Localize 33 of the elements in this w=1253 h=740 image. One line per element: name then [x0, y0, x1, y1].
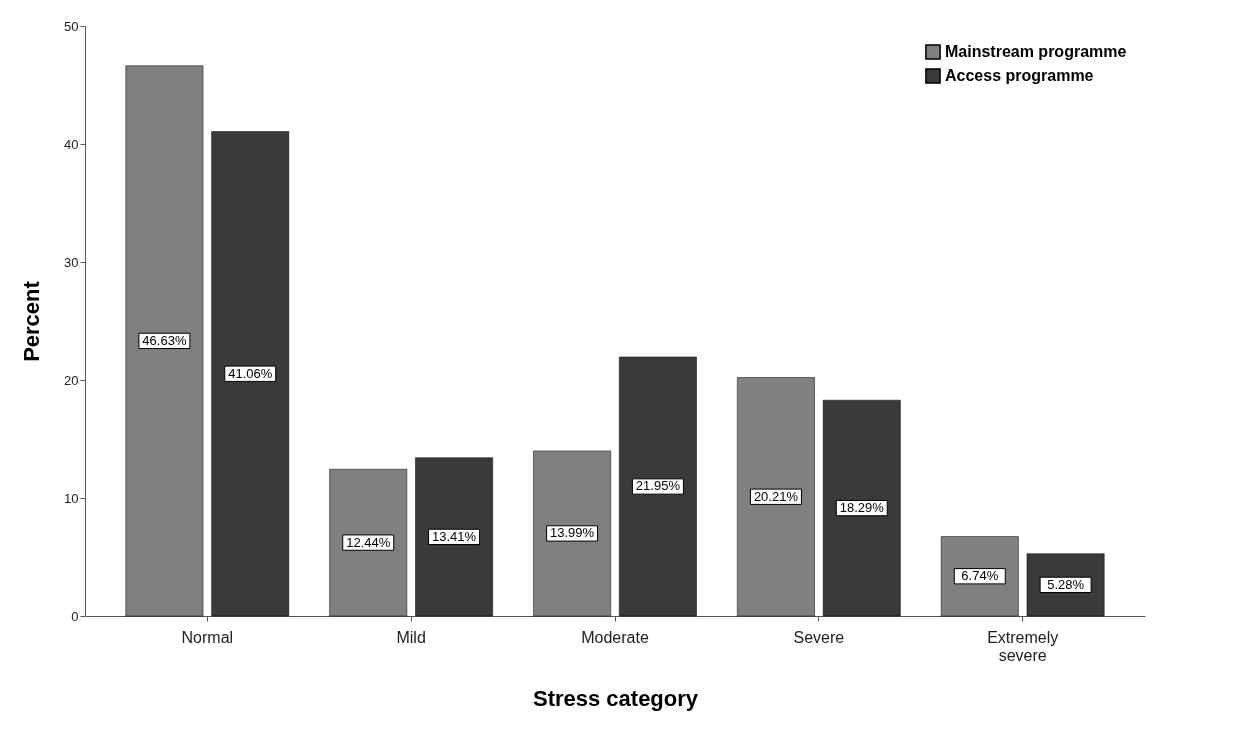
bar	[822, 399, 901, 617]
y-tick-label: 40	[64, 136, 79, 152]
x-tick-label: Severe	[793, 628, 845, 646]
bar	[415, 457, 493, 617]
data-label: 12.44%	[346, 534, 391, 550]
data-label: 41.06%	[228, 365, 273, 381]
bar	[211, 131, 290, 617]
x-tick-label: Normal	[181, 628, 234, 646]
x-axis-title: Stress category	[532, 685, 699, 711]
y-tick-label: 50	[64, 18, 79, 34]
y-axis-title: Percent	[19, 280, 45, 362]
legend-label: Mainstream programme	[945, 43, 1127, 60]
data-label: 13.99%	[550, 525, 595, 541]
data-label: 13.41%	[432, 528, 477, 544]
bar	[125, 65, 204, 617]
data-label: 46.63%	[142, 332, 187, 348]
bar	[737, 377, 815, 617]
bar	[533, 450, 611, 617]
y-tick-label: 30	[64, 254, 79, 270]
x-tick-label: Extremely severe	[987, 628, 1059, 664]
x-tick-label: Moderate	[581, 628, 649, 646]
y-tick-label: 20	[64, 372, 79, 388]
y-tick-label: 10	[64, 490, 79, 506]
data-label: 18.29%	[839, 500, 885, 516]
x-tick-label: Mild	[396, 628, 426, 646]
data-label: 21.95%	[635, 478, 681, 494]
legend-label: Access programme	[945, 67, 1094, 84]
bar	[619, 356, 697, 617]
data-label: 5.28%	[1047, 576, 1085, 592]
y-tick-label: 0	[71, 608, 79, 624]
bar	[329, 468, 408, 617]
data-label: 6.74%	[961, 568, 999, 584]
data-label: 20.21%	[753, 488, 799, 504]
